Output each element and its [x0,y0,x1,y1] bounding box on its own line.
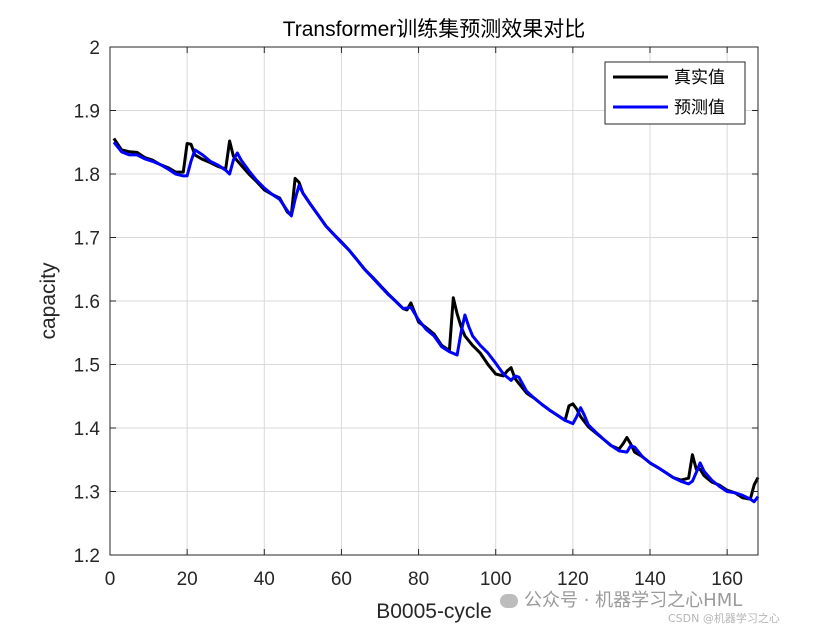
x-tick-label: 160 [711,569,743,590]
y-tick-labels: 1.2 1.3 1.4 1.5 1.6 1.7 1.8 1.9 2 [74,38,101,567]
x-tick-label: 40 [254,569,275,590]
x-tick-label: 140 [634,569,666,590]
x-tick-label: 60 [331,569,352,590]
tick-marks [109,46,758,556]
chart-title: Transformer训练集预测效果对比 [283,18,586,41]
x-tick-label: 80 [408,569,429,590]
watermark-sub: CSDN @机器学习之心 [668,612,780,625]
series-line-predicted [112,141,760,504]
legend-label-actual: 真实值 [674,68,725,88]
legend: 真实值 预测值 [604,61,746,125]
y-tick-label: 1.6 [74,292,100,313]
series-lines [112,137,760,504]
x-tick-labels: 0 20 40 60 80 100 120 140 160 [105,569,743,590]
y-axis-label: capacity [37,262,60,340]
y-tick-label: 1.8 [74,165,100,186]
y-tick-label: 1.3 [74,483,100,504]
y-tick-label: 2 [89,38,100,59]
y-tick-label: 1.4 [74,419,101,440]
y-tick-label: 1.2 [74,546,100,567]
watermark-main: 公众号 · 机器学习之心HML [500,586,742,612]
legend-box [604,61,746,125]
x-tick-label: 0 [105,569,116,590]
wechat-icon [500,594,518,608]
y-tick-label: 1.7 [74,229,100,250]
legend-label-predicted: 预测值 [674,98,725,118]
y-tick-label: 1.5 [74,356,100,377]
x-tick-label: 100 [480,569,512,590]
x-tick-label: 120 [557,569,589,590]
x-tick-label: 20 [177,569,198,590]
x-axis-label: B0005-cycle [376,600,492,623]
y-tick-label: 1.9 [74,102,100,123]
watermark-main-text: 公众号 · 机器学习之心HML [524,590,743,611]
